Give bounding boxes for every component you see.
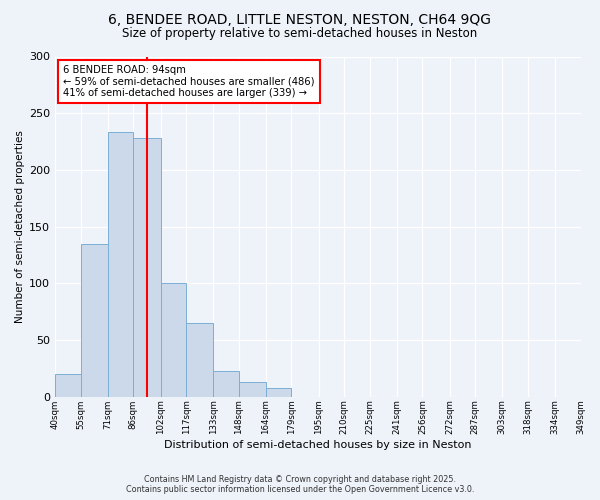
Bar: [133, 138, 161, 397]
Bar: [239, 382, 266, 397]
Bar: [161, 284, 186, 397]
Bar: [186, 323, 213, 397]
Text: Contains HM Land Registry data © Crown copyright and database right 2025.
Contai: Contains HM Land Registry data © Crown c…: [126, 474, 474, 494]
Text: 6 BENDEE ROAD: 94sqm
← 59% of semi-detached houses are smaller (486)
41% of semi: 6 BENDEE ROAD: 94sqm ← 59% of semi-detac…: [64, 65, 315, 98]
Y-axis label: Number of semi-detached properties: Number of semi-detached properties: [15, 130, 25, 323]
Bar: [266, 388, 292, 397]
Text: 6, BENDEE ROAD, LITTLE NESTON, NESTON, CH64 9QG: 6, BENDEE ROAD, LITTLE NESTON, NESTON, C…: [109, 12, 491, 26]
Bar: [108, 132, 133, 397]
Bar: [80, 244, 108, 397]
X-axis label: Distribution of semi-detached houses by size in Neston: Distribution of semi-detached houses by …: [164, 440, 472, 450]
Text: Size of property relative to semi-detached houses in Neston: Size of property relative to semi-detach…: [122, 28, 478, 40]
Bar: [213, 370, 239, 397]
Bar: [55, 374, 80, 397]
